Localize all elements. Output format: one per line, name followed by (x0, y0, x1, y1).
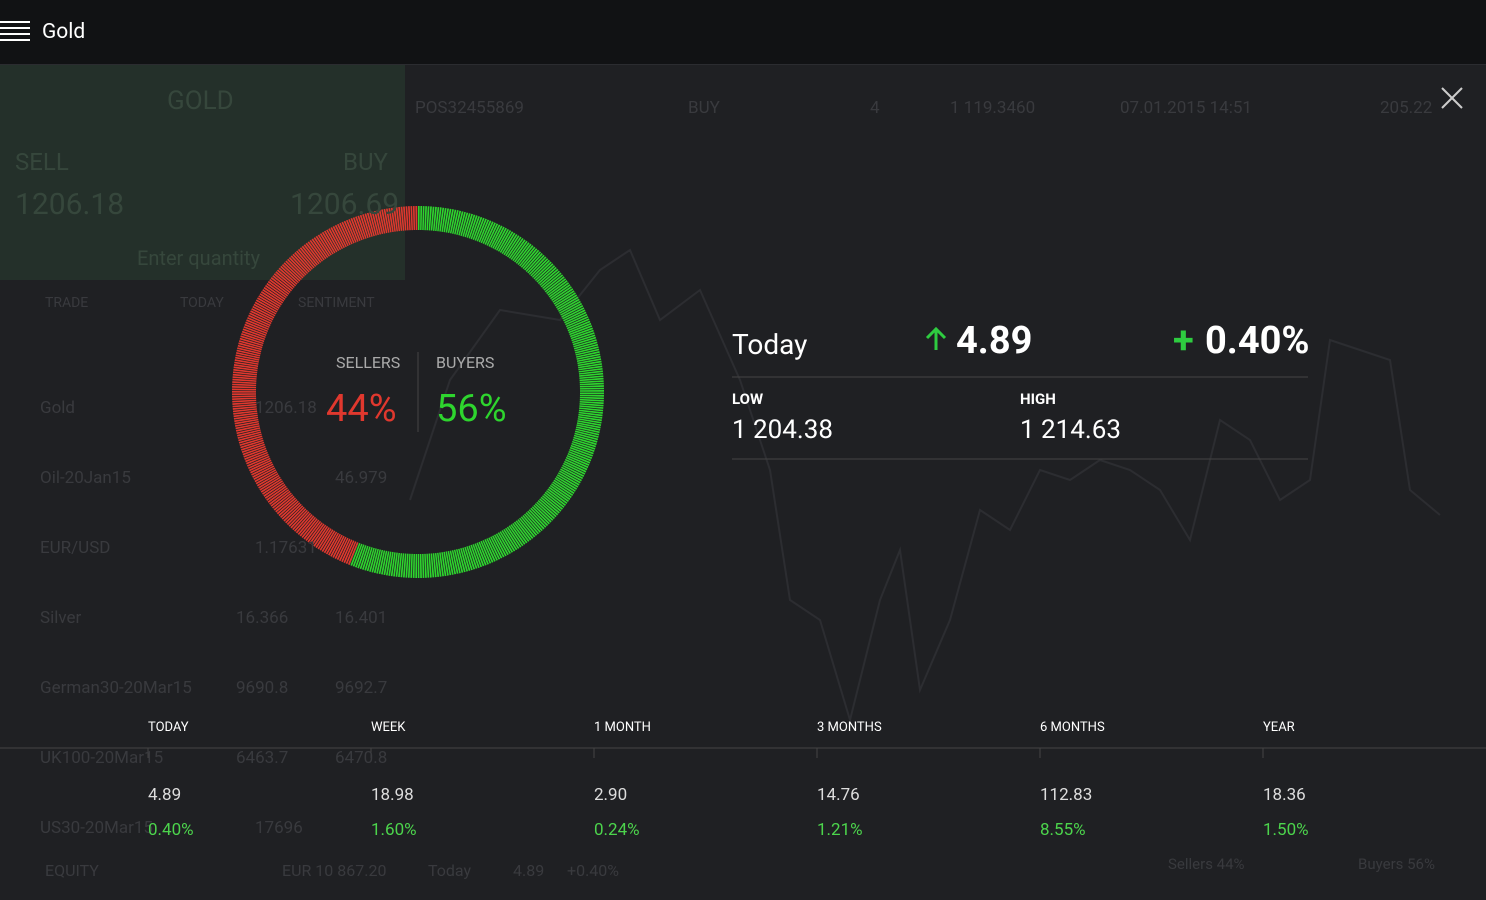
instrument: GOLD (167, 86, 234, 116)
period-label: TODAY (148, 720, 189, 735)
sell-label: SELL (15, 148, 69, 176)
buy-label: BUY (343, 148, 388, 176)
buyers-value: 56% (436, 387, 507, 431)
position-field: POS32455869 (415, 98, 524, 118)
quantity-input: Enter quantity (137, 246, 261, 270)
instrument-name: EUR/USD (40, 538, 111, 558)
change-sign: + (1173, 319, 1194, 363)
position-field: 1 119.3460 (950, 98, 1036, 118)
high-label: HIGH (1020, 390, 1056, 408)
period-label: 6 MONTHS (1040, 720, 1105, 735)
period-label: 3 MONTHS (817, 720, 882, 735)
period-change: 4.89 (148, 785, 182, 805)
sell-price: 1206.18 (15, 187, 125, 222)
instrument-price: 9692.7 (335, 678, 388, 698)
period-pct: 0.24% (594, 820, 640, 840)
footer-change: 4.89 (513, 861, 545, 880)
sellers-label: SELLERS (336, 353, 401, 372)
sellers-value: 44% (326, 387, 397, 431)
footer-buyers: Buyers 56% (1358, 855, 1435, 873)
period-pct: 1.60% (371, 820, 417, 840)
title: Gold (42, 20, 86, 44)
position-field: BUY (688, 98, 720, 118)
position-field: 205.22 (1380, 98, 1433, 118)
period-change: 14.76 (817, 785, 860, 805)
equity-value: EUR 10 867.20 (282, 861, 387, 880)
position-field: 4 (870, 98, 880, 118)
footer-sellers: Sellers 44% (1168, 855, 1245, 873)
period: Today (732, 328, 808, 361)
tab: TRADE (45, 295, 89, 311)
instrument-price: 9690.8 (236, 678, 289, 698)
up-arrow (925, 326, 947, 350)
period-label: 1 MONTH (594, 720, 651, 735)
instrument-price: 1206.18 (255, 398, 317, 418)
period-pct: 0.40% (148, 820, 194, 840)
instrument-name: Oil-20Jan15 (40, 468, 131, 488)
background-chart (409, 248, 1441, 724)
period-pct: 1.50% (1263, 820, 1309, 840)
change: 4.89 (956, 319, 1033, 363)
high-value: 1 214.63 (1020, 415, 1121, 445)
instrument-price: 6470.8 (335, 748, 388, 768)
instrument-price: 6463.7 (236, 748, 289, 768)
instrument-name: Silver (40, 608, 82, 628)
buyers-label: BUYERS (436, 353, 495, 372)
instrument-price: 16.401 (335, 608, 388, 628)
instrument-price: 46.979 (335, 468, 388, 488)
instrument-name: US30-20Mar15 (40, 818, 153, 838)
tab: TODAY (180, 295, 224, 311)
instrument-name: German30-20Mar15 (40, 678, 192, 698)
top-bar: Gold (0, 0, 1486, 65)
equity-label: EQUITY (45, 861, 99, 880)
donut-segment (232, 206, 419, 565)
period-change: 18.36 (1263, 785, 1306, 805)
tab: SENTIMENT (298, 295, 375, 311)
donut-segment (349, 206, 604, 578)
period-pct: 1.21% (817, 820, 863, 840)
buy-price: 1206.69 (290, 187, 400, 222)
period-label: YEAR (1263, 720, 1295, 735)
instrument-name: Gold (40, 398, 75, 418)
position-field: 07.01.2015 14:51 (1120, 98, 1252, 118)
footer-today: Today (428, 861, 472, 880)
close-icon[interactable] (1441, 87, 1463, 109)
footer-pct: +0.40% (567, 861, 619, 880)
period-change: 112.83 (1040, 785, 1093, 805)
low-value: 1 204.38 (732, 415, 833, 445)
low-label: LOW (732, 390, 764, 408)
menu-icon[interactable] (0, 0, 40, 64)
period-label: WEEK (371, 720, 406, 735)
instrument-price: 1.17631 (255, 538, 317, 558)
period-change: 18.98 (371, 785, 414, 805)
instrument-name: UK100-20Mar15 (40, 748, 164, 768)
period-pct: 8.55% (1040, 820, 1086, 840)
change-pct: 0.40% (1205, 319, 1310, 363)
instrument-price: 16.366 (236, 608, 289, 628)
instrument-price: 17696 (255, 818, 303, 838)
period-change: 2.90 (594, 785, 628, 805)
